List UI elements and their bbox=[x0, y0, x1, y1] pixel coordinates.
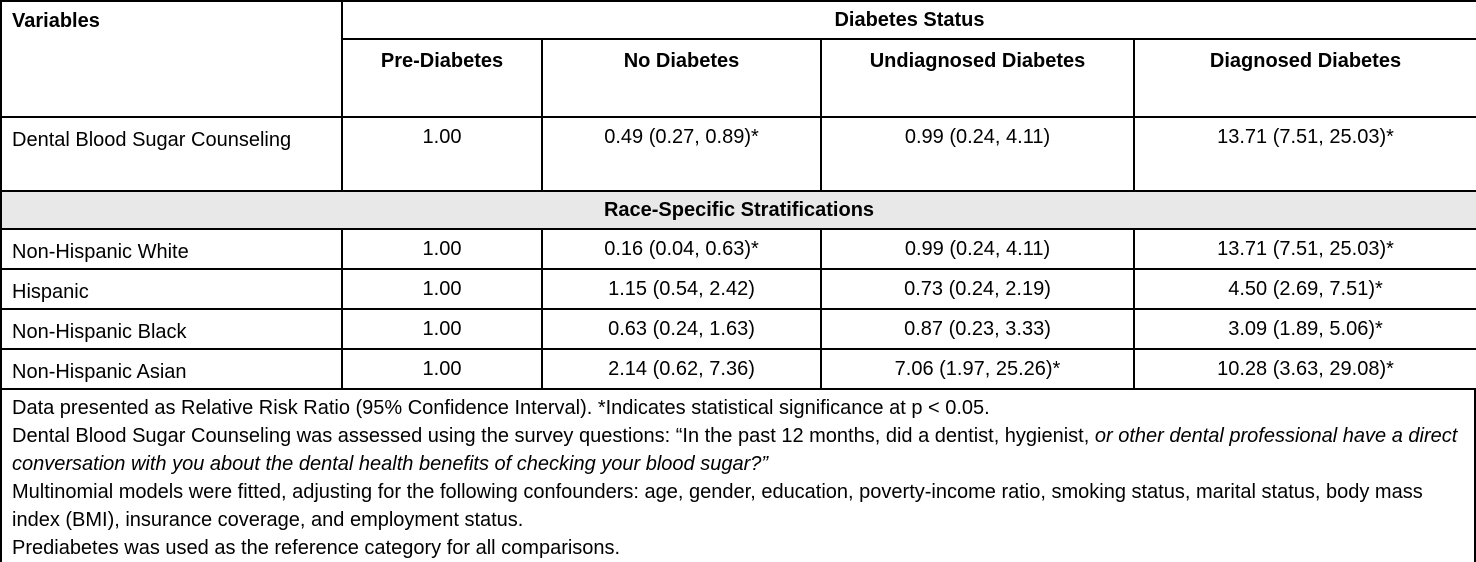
cell-value: 0.99 (0.24, 4.11) bbox=[820, 116, 1135, 192]
cell-value: 1.15 (0.54, 2.42) bbox=[541, 268, 822, 310]
footnote-text-italic: or other dental professional have a dire… bbox=[12, 425, 1458, 475]
cell-value: 1.00 bbox=[341, 268, 543, 310]
header-diabetes-status: Diabetes Status bbox=[341, 0, 1476, 40]
col-header-pre-diabetes: Pre-Diabetes bbox=[341, 38, 543, 118]
footnote-text: Multinomial models were fitted, adjustin… bbox=[12, 481, 1423, 531]
row-label-non-hispanic-asian: Non-Hispanic Asian bbox=[0, 348, 343, 390]
header-variables: Variables bbox=[0, 0, 343, 118]
results-table: Variables Diabetes Status Pre-Diabetes N… bbox=[0, 0, 1476, 390]
cell-value: 13.71 (7.51, 25.03)* bbox=[1133, 116, 1476, 192]
footnote-text: Dental Blood Sugar Counseling was assess… bbox=[12, 425, 1095, 447]
cell-value: 0.99 (0.24, 4.11) bbox=[820, 228, 1135, 270]
footnote-text: Prediabetes was used as the reference ca… bbox=[12, 537, 621, 559]
cell-value: 0.73 (0.24, 2.19) bbox=[820, 268, 1135, 310]
table-row: Hispanic 1.00 1.15 (0.54, 2.42) 0.73 (0.… bbox=[0, 268, 1476, 310]
cell-value: 13.71 (7.51, 25.03)* bbox=[1133, 228, 1476, 270]
col-header-diagnosed-diabetes: Diagnosed Diabetes bbox=[1133, 38, 1476, 118]
footnote-survey-question: Dental Blood Sugar Counseling was assess… bbox=[12, 422, 1464, 478]
footnote-reference-category: Prediabetes was used as the reference ca… bbox=[12, 534, 1464, 562]
cell-value: 0.16 (0.04, 0.63)* bbox=[541, 228, 822, 270]
group-header-row: Variables Diabetes Status bbox=[0, 0, 1476, 118]
row-label-non-hispanic-white: Non-Hispanic White bbox=[0, 228, 343, 270]
section-header: Race-Specific Stratifications bbox=[0, 190, 1476, 230]
cell-value: 0.49 (0.27, 0.89)* bbox=[541, 116, 822, 192]
cell-value: 1.00 bbox=[341, 348, 543, 390]
footnote-text: Data presented as Relative Risk Ratio (9… bbox=[12, 397, 990, 419]
footnote-significance: Data presented as Relative Risk Ratio (9… bbox=[12, 394, 1464, 422]
cell-value: 0.87 (0.23, 3.33) bbox=[820, 308, 1135, 350]
col-header-no-diabetes: No Diabetes bbox=[541, 38, 822, 118]
table-row: Non-Hispanic White 1.00 0.16 (0.04, 0.63… bbox=[0, 228, 1476, 270]
row-label-dental-counseling: Dental Blood Sugar Counseling bbox=[0, 116, 343, 192]
table-row: Non-Hispanic Asian 1.00 2.14 (0.62, 7.36… bbox=[0, 348, 1476, 390]
cell-value: 1.00 bbox=[341, 228, 543, 270]
footnotes: Data presented as Relative Risk Ratio (9… bbox=[0, 390, 1476, 562]
cell-value: 4.50 (2.69, 7.51)* bbox=[1133, 268, 1476, 310]
cell-value: 3.09 (1.89, 5.06)* bbox=[1133, 308, 1476, 350]
row-label-non-hispanic-black: Non-Hispanic Black bbox=[0, 308, 343, 350]
cell-value: 1.00 bbox=[341, 308, 543, 350]
table-row: Non-Hispanic Black 1.00 0.63 (0.24, 1.63… bbox=[0, 308, 1476, 350]
cell-value: 2.14 (0.62, 7.36) bbox=[541, 348, 822, 390]
col-header-undiagnosed-diabetes: Undiagnosed Diabetes bbox=[820, 38, 1135, 118]
table-row: Dental Blood Sugar Counseling 1.00 0.49 … bbox=[0, 116, 1476, 192]
column-header-row: Pre-Diabetes No Diabetes Undiagnosed Dia… bbox=[1, 38, 1476, 118]
footnote-model-confounders: Multinomial models were fitted, adjustin… bbox=[12, 478, 1464, 534]
row-label-hispanic: Hispanic bbox=[0, 268, 343, 310]
cell-value: 7.06 (1.97, 25.26)* bbox=[820, 348, 1135, 390]
cell-value: 10.28 (3.63, 29.08)* bbox=[1133, 348, 1476, 390]
cell-value: 1.00 bbox=[341, 116, 543, 192]
cell-value: 0.63 (0.24, 1.63) bbox=[541, 308, 822, 350]
section-header-row: Race-Specific Stratifications bbox=[0, 190, 1476, 230]
